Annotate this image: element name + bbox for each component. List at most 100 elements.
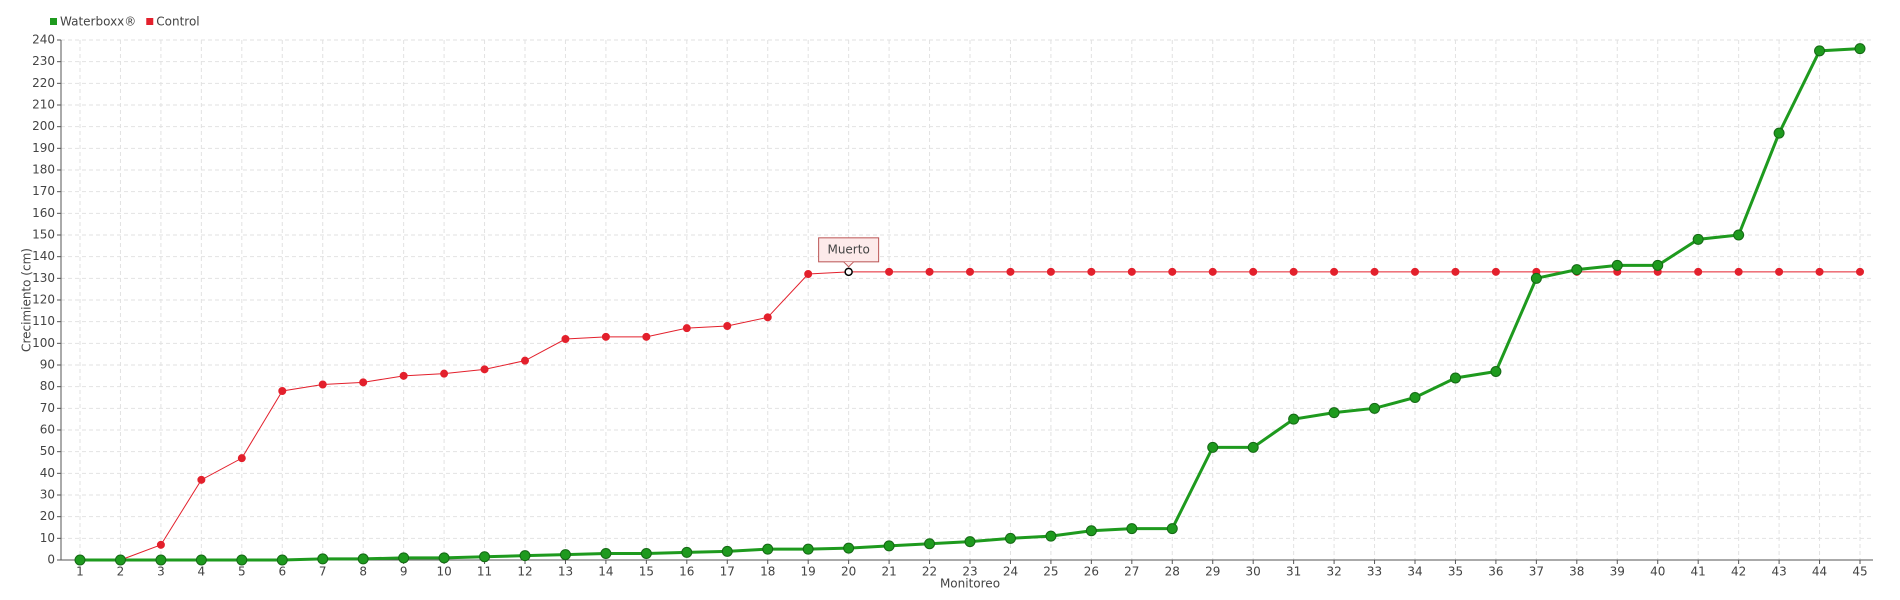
y-tick-label: 170 xyxy=(32,184,55,198)
x-tick-label: 37 xyxy=(1529,565,1544,579)
data-point xyxy=(1288,413,1300,425)
data-point xyxy=(802,543,814,555)
x-tick-label: 18 xyxy=(760,565,775,579)
data-point xyxy=(642,332,651,341)
data-point xyxy=(276,554,288,566)
annotation-box xyxy=(818,237,880,263)
data-point xyxy=(156,540,165,549)
y-tick-label: 30 xyxy=(40,488,55,502)
y-tick-label: 90 xyxy=(40,358,55,372)
x-tick-label: 40 xyxy=(1650,565,1665,579)
data-point xyxy=(1775,267,1784,276)
annotation-pointer xyxy=(843,261,854,268)
y-tick-label: 190 xyxy=(32,141,55,155)
y-tick-label: 130 xyxy=(32,271,55,285)
x-tick-label: 36 xyxy=(1488,565,1503,579)
y-tick-label: 0 xyxy=(47,553,55,567)
y-tick-label: 100 xyxy=(32,336,55,350)
x-tick-label: 22 xyxy=(922,565,937,579)
data-point xyxy=(804,270,813,278)
x-tick-label: 19 xyxy=(801,565,816,579)
data-point xyxy=(1491,267,1500,276)
y-tick-label: 80 xyxy=(40,379,55,393)
data-point xyxy=(1854,43,1866,55)
data-point xyxy=(1571,264,1583,276)
x-tick-label: 24 xyxy=(1003,565,1018,579)
x-tick-label: 5 xyxy=(238,565,246,579)
data-point xyxy=(1692,233,1704,245)
data-point xyxy=(1694,267,1703,276)
data-point xyxy=(1814,45,1826,57)
data-point xyxy=(1773,127,1785,139)
y-tick-label: 210 xyxy=(32,98,55,112)
data-point xyxy=(237,454,246,463)
data-point xyxy=(763,313,772,322)
data-point xyxy=(1409,392,1421,403)
y-tick-label: 230 xyxy=(32,54,55,68)
x-tick-label: 42 xyxy=(1731,565,1746,579)
annotation-marker xyxy=(844,267,853,277)
data-point xyxy=(359,378,368,387)
x-tick-label: 7 xyxy=(319,565,327,579)
y-tick-label: 150 xyxy=(32,228,55,242)
legend-swatch xyxy=(146,18,154,25)
x-tick-label: 8 xyxy=(359,565,367,579)
data-point xyxy=(278,387,287,395)
x-tick-label: 25 xyxy=(1043,565,1058,579)
data-point xyxy=(601,332,610,341)
data-point xyxy=(1449,372,1461,384)
y-tick-label: 220 xyxy=(32,76,55,90)
x-tick-label: 6 xyxy=(278,565,286,579)
y-tick-label: 20 xyxy=(40,509,55,523)
y-tick-label: 140 xyxy=(32,249,55,263)
data-point xyxy=(1856,267,1864,276)
x-tick-label: 23 xyxy=(962,565,977,579)
annotation-text: Muerto xyxy=(827,242,869,256)
data-point xyxy=(1815,267,1824,276)
data-point xyxy=(1046,267,1055,276)
x-tick-label: 34 xyxy=(1407,565,1422,579)
x-tick-label: 2 xyxy=(117,565,125,579)
data-point xyxy=(1045,530,1057,542)
data-point xyxy=(1530,272,1542,284)
data-point xyxy=(1328,407,1340,419)
legend-label: Waterboxx® xyxy=(60,15,136,29)
data-point xyxy=(885,267,894,276)
y-tick-label: 40 xyxy=(40,466,55,480)
y-tick-label: 180 xyxy=(32,163,55,177)
legend-swatch xyxy=(50,18,57,25)
data-point xyxy=(762,543,774,555)
data-point xyxy=(480,365,489,374)
x-tick-label: 45 xyxy=(1852,565,1867,579)
x-tick-label: 28 xyxy=(1165,565,1180,579)
data-point xyxy=(317,553,329,565)
y-tick-label: 10 xyxy=(40,531,55,545)
data-point xyxy=(925,267,934,276)
data-point xyxy=(1126,523,1138,535)
x-tick-label: 39 xyxy=(1610,565,1625,579)
y-tick-label: 120 xyxy=(32,293,55,307)
x-axis-label: Monitoreo xyxy=(940,577,1000,591)
data-point xyxy=(1247,441,1259,453)
x-tick-label: 12 xyxy=(517,565,532,579)
data-point xyxy=(1085,525,1097,537)
data-point xyxy=(1249,267,1258,276)
y-tick-label: 160 xyxy=(32,206,55,220)
x-tick-label: 26 xyxy=(1084,565,1099,579)
data-point xyxy=(561,335,570,343)
x-tick-label: 10 xyxy=(436,565,451,579)
data-point xyxy=(1369,402,1381,414)
x-tick-label: 27 xyxy=(1124,565,1139,579)
data-point xyxy=(236,554,248,566)
x-tick-label: 38 xyxy=(1569,565,1584,579)
legend-label: Control xyxy=(156,15,199,29)
y-axis-label: Crecimiento (cm) xyxy=(20,248,34,352)
data-point xyxy=(438,552,450,564)
data-point xyxy=(1166,523,1178,535)
x-tick-label: 20 xyxy=(841,565,856,579)
x-tick-label: 43 xyxy=(1771,565,1786,579)
data-point xyxy=(883,540,895,552)
data-point xyxy=(440,369,449,378)
data-point xyxy=(197,475,206,484)
x-tick-label: 15 xyxy=(639,565,654,579)
